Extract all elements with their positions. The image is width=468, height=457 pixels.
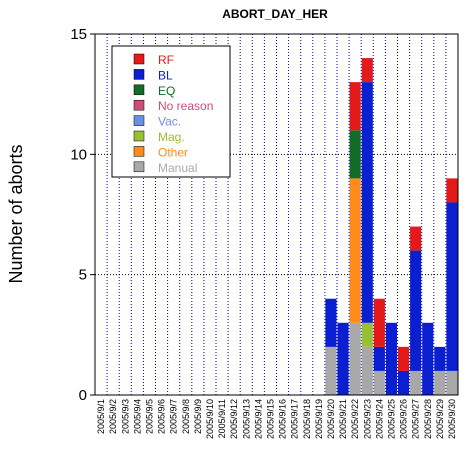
legend-swatch <box>133 69 145 80</box>
x-tick-label: 2005/9/26 <box>399 399 409 439</box>
chart-title: ABORT_DAY_HER <box>222 7 328 21</box>
x-tick-label: 2005/9/20 <box>326 399 336 439</box>
x-tick-label: 2005/9/10 <box>205 399 215 439</box>
bar-segment <box>434 346 446 371</box>
bar-segment <box>361 58 373 83</box>
x-tick-label: 2005/9/2 <box>108 399 118 434</box>
bar-segment <box>385 322 398 395</box>
bar-segment <box>410 250 422 371</box>
x-tick-label: 2005/9/30 <box>447 399 457 439</box>
y-tick-label: 15 <box>70 26 87 43</box>
legend-swatch <box>133 130 145 142</box>
x-tick-label: 2005/9/21 <box>338 399 348 439</box>
x-tick-label: 2005/9/6 <box>157 399 167 434</box>
legend-box <box>111 45 231 178</box>
bar-segment <box>410 370 422 395</box>
bar-segment <box>361 346 373 395</box>
bar-segment <box>397 370 410 395</box>
x-tick-label: 2005/9/28 <box>423 399 433 439</box>
bars <box>325 58 458 395</box>
x-tick-label: 2005/9/17 <box>290 399 300 439</box>
x-tick-label: 2005/9/8 <box>181 399 191 434</box>
bar-segment <box>361 82 373 323</box>
x-tick-label: 2005/9/13 <box>241 399 251 439</box>
x-tick-label: 2005/9/12 <box>229 399 239 439</box>
legend-label: No reason <box>158 99 213 113</box>
bar-segment <box>373 370 385 395</box>
x-tick-label: 2005/9/24 <box>374 399 384 439</box>
y-tick-label: 5 <box>79 267 87 284</box>
x-tick-label: 2005/9/14 <box>253 399 263 439</box>
y-tick-label: 0 <box>79 387 87 404</box>
bar-segment <box>373 346 385 371</box>
bar-segment <box>349 82 361 131</box>
x-tick-label: 2005/9/25 <box>386 399 396 439</box>
legend-swatch <box>133 53 145 65</box>
legend-label: Other <box>158 145 188 159</box>
x-tick-label: 2005/9/15 <box>265 399 275 439</box>
legend-swatch <box>133 99 145 111</box>
bar-segment <box>325 346 337 395</box>
legend-label: Vac. <box>158 115 181 129</box>
y-axis-label: Number of aborts <box>6 144 26 283</box>
plot-frame <box>94 33 459 396</box>
x-tick-label: 2005/9/18 <box>302 399 312 439</box>
x-tick-label: 2005/9/27 <box>411 399 421 439</box>
legend-label: RF <box>158 53 174 67</box>
x-tick-label: 2005/9/9 <box>193 399 203 434</box>
x-tick-label: 2005/9/3 <box>120 399 130 434</box>
x-tick-label: 2005/9/16 <box>278 399 288 439</box>
bar-segment <box>397 346 410 371</box>
bar-segment <box>446 202 458 371</box>
x-tick-label: 2005/9/23 <box>362 399 372 439</box>
bar-segment <box>446 178 458 203</box>
bar-segment <box>373 298 385 347</box>
x-tick-label: 2005/9/22 <box>350 399 360 439</box>
bar-segment <box>349 130 361 179</box>
x-tick-label: 2005/9/1 <box>96 399 106 434</box>
bar-segment <box>349 178 361 323</box>
legend-swatch <box>133 84 145 96</box>
bar-segment <box>349 322 361 395</box>
x-tick-label: 2005/9/29 <box>435 399 445 439</box>
legend-label: Mag. <box>158 130 185 144</box>
legend-swatch <box>133 115 145 126</box>
x-tick-label: 2005/9/5 <box>144 399 154 434</box>
bar-segment <box>337 322 349 395</box>
x-tick-label: 2005/9/19 <box>314 399 324 439</box>
bar-segment <box>325 298 337 347</box>
legend-label: BL <box>158 68 173 82</box>
bar-segment <box>434 370 446 395</box>
bar-segment <box>446 370 458 395</box>
x-ticks: 2005/9/1 2005/9/2 2005/9/3 2005/9/4 2005/9/5… <box>96 399 457 439</box>
x-tick-label: 2005/9/11 <box>217 399 227 438</box>
y-tick-label: 10 <box>70 146 87 163</box>
legend-swatch <box>133 146 145 157</box>
bar-segment <box>422 322 434 395</box>
bar-segment <box>410 226 422 251</box>
legend-swatch <box>133 161 145 173</box>
y-ticks: 0 5 10 15 <box>70 26 95 404</box>
x-tick-label: 2005/9/4 <box>132 399 142 434</box>
x-tick-label: 2005/9/7 <box>169 399 179 434</box>
legend-label: EQ <box>158 84 175 98</box>
bar-segment <box>361 322 373 347</box>
legend-label: Manual <box>158 161 197 175</box>
